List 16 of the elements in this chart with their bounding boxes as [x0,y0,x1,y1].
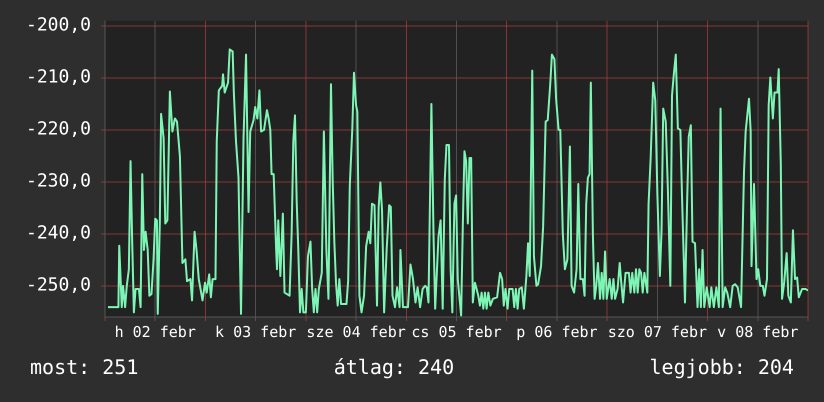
x-tick-label: k 03 febr [215,322,296,341]
x-tick-label: cs 05 febr [411,322,502,341]
x-tick-label: p 06 febr [516,322,598,341]
x-tick-label: v 08 febr [717,322,798,341]
y-tick-label: -220,0 [26,118,92,140]
text: átlag: 240 [334,355,454,379]
x-tick-label: szo 07 febr [608,322,708,341]
y-tick-label: -240,0 [26,222,92,244]
x-tick-label: h 02 febr [114,322,196,341]
y-tick-label: -250,0 [26,274,92,296]
text: most: 251 [30,355,138,379]
x-tick-label: sze 04 febr [306,322,406,341]
y-tick-label: -230,0 [26,170,92,192]
text: legjobb: 204 [649,355,794,379]
y-tick-label: -200,0 [26,14,92,36]
y-tick-label: -210,0 [26,66,92,88]
